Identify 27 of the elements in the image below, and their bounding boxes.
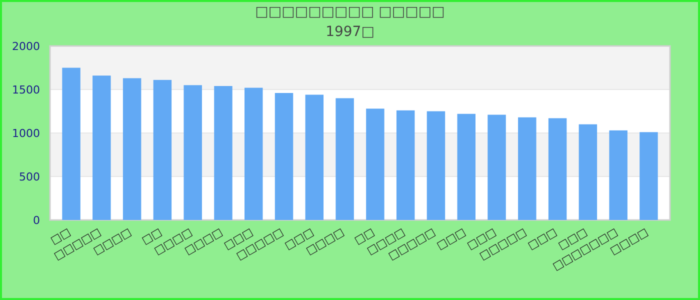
bar bbox=[578, 124, 598, 220]
y-tick-label: 1000 bbox=[12, 126, 40, 140]
bar bbox=[62, 68, 80, 220]
chart-title: □□□□□□□□□ □□□□□ bbox=[255, 4, 445, 20]
bar bbox=[426, 111, 446, 220]
bar bbox=[274, 92, 294, 220]
bar bbox=[396, 110, 415, 220]
bar bbox=[214, 86, 232, 220]
y-tick-label: 2000 bbox=[12, 40, 40, 53]
bar bbox=[366, 108, 384, 220]
bar bbox=[244, 88, 263, 220]
bar bbox=[92, 76, 111, 220]
y-tick-label: 500 bbox=[19, 170, 40, 184]
bar bbox=[488, 114, 506, 220]
bar bbox=[548, 118, 567, 220]
bar bbox=[640, 132, 658, 220]
y-tick-label: 0 bbox=[33, 214, 40, 227]
bar bbox=[305, 94, 324, 220]
bar bbox=[184, 85, 202, 220]
bar bbox=[609, 130, 628, 220]
bar bbox=[518, 117, 536, 220]
bar bbox=[457, 114, 476, 220]
bar bbox=[122, 78, 142, 220]
y-tick-label: 1500 bbox=[12, 83, 40, 96]
bar bbox=[336, 98, 354, 220]
bar bbox=[153, 80, 172, 220]
chart-subtitle: 1997□ bbox=[326, 24, 374, 40]
